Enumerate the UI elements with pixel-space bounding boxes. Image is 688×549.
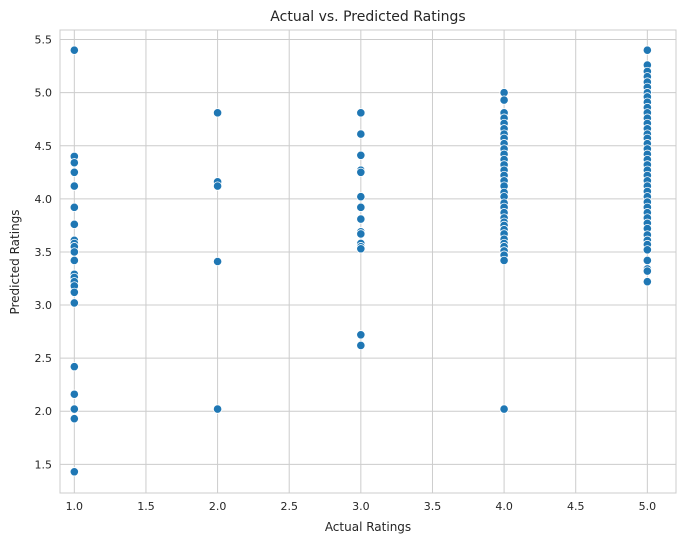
x-tick-label: 2.5 bbox=[280, 500, 298, 513]
data-point bbox=[69, 414, 79, 424]
data-point bbox=[69, 247, 79, 257]
x-tick-label: 3.0 bbox=[352, 500, 370, 513]
y-tick-label: 3.0 bbox=[35, 299, 53, 312]
y-axis-ticks: 1.5 2.0 2.5 3.0 3.5 4.0 4.5 5.0 5.5 bbox=[35, 34, 53, 472]
data-point bbox=[356, 108, 366, 118]
data-point bbox=[356, 229, 366, 239]
plot-area bbox=[59, 29, 677, 494]
data-point bbox=[356, 192, 366, 202]
data-point bbox=[69, 389, 79, 399]
data-point bbox=[356, 340, 366, 350]
data-points bbox=[69, 45, 652, 477]
data-point bbox=[356, 202, 366, 212]
plot-frame bbox=[59, 29, 677, 494]
y-tick-label: 5.5 bbox=[35, 34, 53, 47]
data-point bbox=[212, 404, 223, 414]
data-point bbox=[69, 167, 79, 177]
x-tick-label: 4.0 bbox=[495, 500, 513, 513]
data-point bbox=[69, 158, 79, 168]
data-point bbox=[642, 266, 652, 276]
data-point bbox=[356, 330, 366, 340]
data-point bbox=[69, 298, 79, 308]
data-point bbox=[69, 287, 79, 297]
y-tick-label: 2.0 bbox=[35, 405, 53, 418]
data-point bbox=[499, 95, 509, 105]
data-point bbox=[499, 255, 509, 266]
data-point bbox=[69, 362, 79, 372]
data-point bbox=[356, 214, 366, 224]
x-tick-label: 1.5 bbox=[137, 500, 155, 513]
x-tick-label: 1.0 bbox=[66, 500, 84, 513]
data-point bbox=[642, 277, 652, 287]
data-point bbox=[69, 45, 79, 55]
data-point bbox=[69, 219, 79, 229]
x-axis-label: Actual Ratings bbox=[325, 520, 411, 534]
y-tick-label: 2.5 bbox=[35, 352, 53, 365]
data-point bbox=[642, 245, 652, 255]
data-point bbox=[69, 202, 79, 212]
y-tick-label: 4.5 bbox=[35, 140, 53, 153]
data-point bbox=[212, 181, 223, 191]
data-point bbox=[69, 404, 79, 414]
y-tick-label: 1.5 bbox=[35, 458, 53, 471]
y-axis-label: Predicted Ratings bbox=[8, 209, 22, 314]
data-point bbox=[212, 108, 223, 118]
data-point bbox=[642, 45, 652, 55]
data-point bbox=[69, 181, 79, 191]
grid-layer bbox=[60, 30, 676, 493]
y-tick-label: 5.0 bbox=[35, 87, 53, 100]
data-point bbox=[642, 255, 652, 266]
data-point bbox=[356, 167, 366, 177]
data-point bbox=[69, 255, 79, 266]
data-point bbox=[356, 244, 366, 254]
x-tick-label: 4.5 bbox=[567, 500, 585, 513]
data-point bbox=[212, 256, 223, 267]
y-tick-label: 4.0 bbox=[35, 193, 53, 206]
data-point bbox=[356, 150, 366, 160]
y-tick-label: 3.5 bbox=[35, 246, 53, 259]
x-tick-label: 3.5 bbox=[424, 500, 442, 513]
x-tick-label: 5.0 bbox=[639, 500, 657, 513]
x-tick-label: 2.0 bbox=[209, 500, 227, 513]
x-axis-ticks: 1.0 1.5 2.0 2.5 3.0 3.5 4.0 4.5 5.0 bbox=[66, 500, 657, 513]
chart-title: Actual vs. Predicted Ratings bbox=[270, 9, 465, 25]
data-point bbox=[69, 467, 79, 477]
data-point bbox=[356, 129, 366, 139]
data-point bbox=[499, 404, 509, 414]
